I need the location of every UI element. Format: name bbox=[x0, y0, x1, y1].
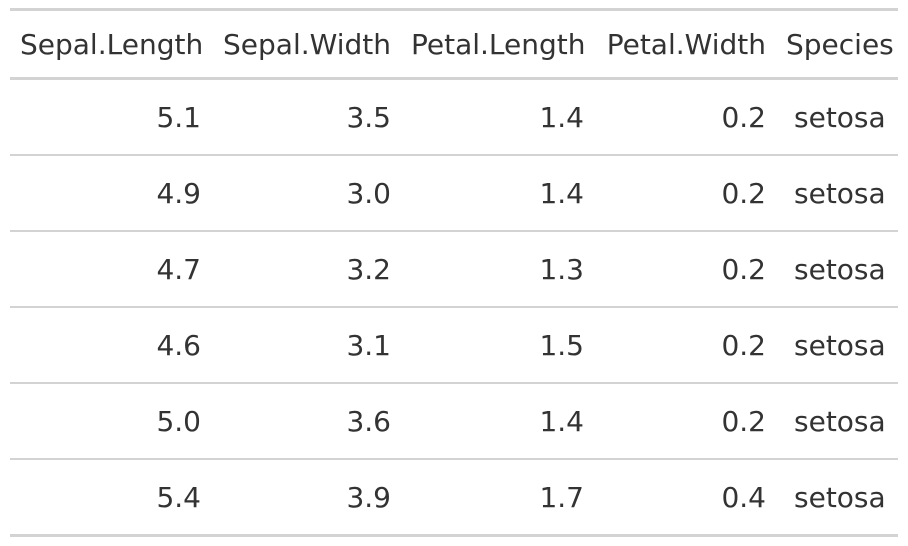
cell-petal-width: 0.2 bbox=[721, 100, 766, 134]
cell-sepal-length: 4.7 bbox=[156, 252, 201, 286]
cell-petal-width: 0.2 bbox=[721, 328, 766, 362]
cell-sepal-width: 3.5 bbox=[346, 100, 391, 134]
cell-sepal-length: 4.9 bbox=[156, 176, 201, 210]
header-sepal-width: Sepal.Width bbox=[223, 27, 391, 61]
table-row: 4.6 3.1 1.5 0.2 setosa bbox=[10, 307, 898, 383]
cell-petal-width: 0.2 bbox=[721, 176, 766, 210]
header-species: Species bbox=[786, 27, 894, 61]
header-row: Sepal.Length Sepal.Width Petal.Length Pe… bbox=[10, 9, 898, 79]
cell-sepal-length: 5.0 bbox=[156, 404, 201, 438]
cell-petal-width: 0.2 bbox=[721, 404, 766, 438]
table-row: 4.9 3.0 1.4 0.2 setosa bbox=[10, 155, 898, 231]
header-sepal-length: Sepal.Length bbox=[20, 27, 204, 61]
cell-sepal-width: 3.6 bbox=[346, 404, 391, 438]
cell-species: setosa bbox=[794, 328, 886, 362]
cell-sepal-width: 3.1 bbox=[346, 328, 391, 362]
iris-table: Sepal.Length Sepal.Width Petal.Length Pe… bbox=[10, 8, 898, 537]
cell-petal-length: 1.4 bbox=[539, 100, 584, 134]
cell-species: setosa bbox=[794, 480, 886, 514]
cell-species: setosa bbox=[794, 404, 886, 438]
table-row: 5.1 3.5 1.4 0.2 setosa bbox=[10, 79, 898, 155]
cell-petal-length: 1.4 bbox=[539, 404, 584, 438]
cell-species: setosa bbox=[794, 252, 886, 286]
cell-petal-length: 1.3 bbox=[539, 252, 584, 286]
cell-sepal-width: 3.9 bbox=[346, 480, 391, 514]
cell-petal-length: 1.7 bbox=[539, 480, 584, 514]
table-body: 5.1 3.5 1.4 0.2 setosa 4.9 3.0 1.4 0.2 s… bbox=[10, 79, 898, 536]
cell-sepal-width: 3.0 bbox=[346, 176, 391, 210]
cell-sepal-length: 4.6 bbox=[156, 328, 201, 362]
table-header: Sepal.Length Sepal.Width Petal.Length Pe… bbox=[10, 9, 898, 79]
cell-petal-length: 1.5 bbox=[539, 328, 584, 362]
cell-sepal-width: 3.2 bbox=[346, 252, 391, 286]
table-row: 5.4 3.9 1.7 0.4 setosa bbox=[10, 459, 898, 536]
cell-sepal-length: 5.4 bbox=[156, 480, 201, 514]
cell-sepal-length: 5.1 bbox=[156, 100, 201, 134]
cell-species: setosa bbox=[794, 100, 886, 134]
cell-petal-width: 0.2 bbox=[721, 252, 766, 286]
data-table-container: Sepal.Length Sepal.Width Petal.Length Pe… bbox=[10, 8, 898, 537]
header-petal-length: Petal.Length bbox=[411, 27, 586, 61]
cell-species: setosa bbox=[794, 176, 886, 210]
table-row: 4.7 3.2 1.3 0.2 setosa bbox=[10, 231, 898, 307]
cell-petal-length: 1.4 bbox=[539, 176, 584, 210]
header-petal-width: Petal.Width bbox=[606, 27, 766, 61]
table-row: 5.0 3.6 1.4 0.2 setosa bbox=[10, 383, 898, 459]
cell-petal-width: 0.4 bbox=[721, 480, 766, 514]
